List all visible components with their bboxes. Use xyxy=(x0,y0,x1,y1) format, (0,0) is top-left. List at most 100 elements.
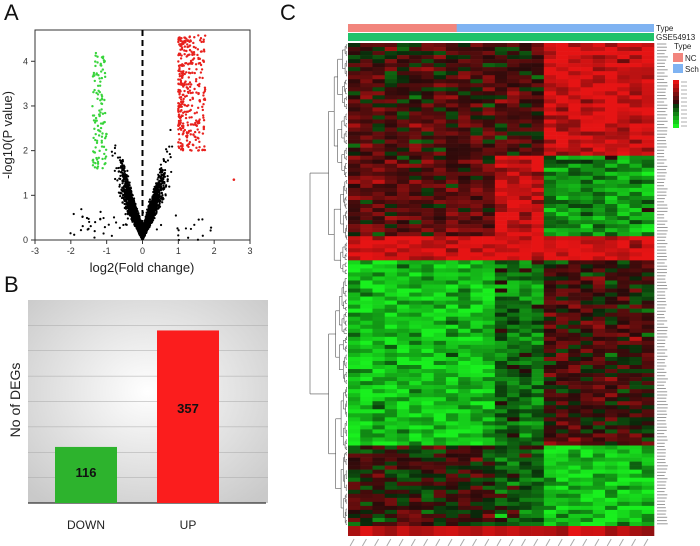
heatmap-cell xyxy=(384,228,398,233)
heatmap-cell xyxy=(372,244,386,249)
heatmap-cell xyxy=(531,91,545,96)
heatmap-cell xyxy=(617,67,630,72)
panel-a-label: A xyxy=(4,0,19,25)
point-ns xyxy=(81,225,84,228)
heatmap-cell xyxy=(507,187,520,193)
heatmap-cell xyxy=(605,183,618,189)
point-down xyxy=(92,90,95,94)
heatmap-cell xyxy=(568,51,581,56)
heatmap-cell xyxy=(629,195,643,201)
heatmap-cell xyxy=(641,212,655,217)
heatmap-cell xyxy=(396,51,410,56)
heatmap-cell xyxy=(617,71,630,76)
heatmap-cell xyxy=(592,175,606,181)
heatmap-cell xyxy=(519,43,532,48)
point-up xyxy=(203,97,206,100)
heatmap-cell xyxy=(396,119,410,124)
point-up xyxy=(191,91,194,94)
heatmap-cell xyxy=(458,240,471,245)
heatmap-cell xyxy=(543,187,557,193)
heatmap-cell xyxy=(458,179,471,185)
point-down xyxy=(94,116,98,120)
panel-b-label: B xyxy=(4,272,19,297)
heatmap-cell xyxy=(605,79,618,84)
heatmap-cell xyxy=(617,135,630,140)
heatmap-cell xyxy=(458,187,471,193)
heatmap-cell xyxy=(372,131,386,136)
heatmap-cell xyxy=(543,127,557,132)
heatmap-cell xyxy=(519,204,532,209)
point-ns xyxy=(112,216,116,219)
heatmap-cell xyxy=(360,191,373,197)
heatmap-cell xyxy=(433,155,447,161)
point-ns xyxy=(144,219,147,222)
heatmap-cell xyxy=(592,143,606,148)
heatmap-cell xyxy=(580,204,594,209)
heatmap-cell xyxy=(617,79,630,84)
heatmap-cell xyxy=(494,127,508,132)
heatmap-cell xyxy=(458,123,471,128)
heatmap-cell xyxy=(433,55,447,60)
point-ns xyxy=(168,152,171,156)
heatmap-cell xyxy=(641,236,655,241)
heatmap-cell xyxy=(384,167,398,173)
heatmap-cell xyxy=(396,71,410,76)
heatmap-cell xyxy=(568,151,581,157)
heatmap-cell xyxy=(592,83,606,88)
heatmap-cell xyxy=(580,99,594,104)
heatmap-cell xyxy=(507,240,520,245)
heatmap-cell xyxy=(641,151,655,157)
point-down xyxy=(97,74,100,77)
heatmap-cell xyxy=(384,155,398,161)
heatmap-cell xyxy=(580,115,594,120)
heatmap-cell xyxy=(568,183,581,189)
heatmap-cell xyxy=(384,216,398,221)
heatmap-cell xyxy=(592,151,606,157)
heatmap-cell xyxy=(482,99,496,104)
heatmap-cell xyxy=(384,232,398,237)
heatmap-cell xyxy=(641,159,655,165)
point-up xyxy=(202,148,206,152)
point-ns xyxy=(174,214,177,217)
point-ns xyxy=(166,178,169,181)
x-tick-label: 0 xyxy=(140,246,145,256)
heatmap-cell xyxy=(445,183,459,189)
heatmap-cell xyxy=(531,115,545,120)
point-ns xyxy=(119,177,122,181)
heatmap-cell xyxy=(360,67,373,72)
heatmap-cell xyxy=(348,55,361,60)
heatmap-cell xyxy=(605,199,618,205)
heatmap-cell xyxy=(580,59,594,64)
heatmap-cell xyxy=(617,195,630,201)
heatmap-cell xyxy=(519,71,532,76)
heatmap-cell xyxy=(360,95,373,100)
heatmap-cell xyxy=(556,131,569,136)
point-down xyxy=(95,119,98,122)
heatmap-cell xyxy=(543,183,557,189)
point-up xyxy=(188,140,192,144)
heatmap-cell xyxy=(396,43,410,48)
heatmap-cell xyxy=(470,55,483,60)
point-ns xyxy=(130,193,133,196)
heatmap-cell xyxy=(384,99,398,104)
heatmap-cell xyxy=(580,167,594,173)
heatmap-cell xyxy=(629,135,643,140)
heatmap-cell xyxy=(629,43,643,48)
heatmap-cell xyxy=(629,224,643,229)
heatmap-cell xyxy=(409,143,422,148)
heatmap-cell xyxy=(592,199,606,205)
heatmap-cell xyxy=(556,75,569,80)
point-ns xyxy=(121,196,124,199)
heatmap-cell xyxy=(507,111,520,116)
point-ns xyxy=(118,185,121,188)
heatmap-cell xyxy=(433,103,447,108)
heatmap-cell xyxy=(372,147,386,152)
heatmap-cell xyxy=(556,224,569,229)
heatmap-cell xyxy=(592,119,606,124)
heatmap-cell xyxy=(445,131,459,136)
point-ns xyxy=(110,234,113,237)
heatmap-cell xyxy=(629,175,643,181)
point-up xyxy=(200,40,203,44)
heatmap-cell xyxy=(482,187,496,193)
point-up xyxy=(187,53,190,57)
